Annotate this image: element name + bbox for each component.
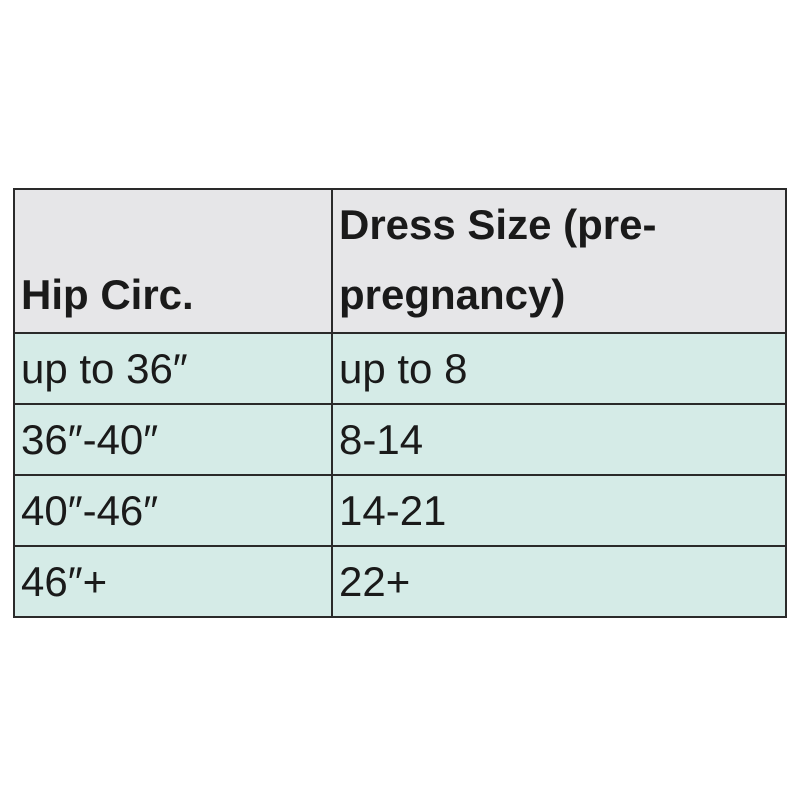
table-row: up to 36″ up to 8 [13,332,787,405]
header-cell: Hip Circ. [13,188,333,334]
table-cell: 22+ [331,545,787,618]
table-cell: 14-21 [331,474,787,547]
table-cell: 8-14 [331,403,787,476]
table-row: 46″+ 22+ [13,545,787,618]
header-row: Hip Circ. Dress Size (pre-pregnancy) [13,188,787,334]
table-row: 40″-46″ 14-21 [13,474,787,547]
table-body: up to 36″ up to 8 36″-40″ 8-14 40″-46″ 14-21 4… [13,332,787,618]
table-row: 36″-40″ 8-14 [13,403,787,476]
table-cell: 40″-46″ [13,474,333,547]
table-cell: up to 8 [331,332,787,405]
header-cell: Dress Size (pre-pregnancy) [331,188,787,334]
table-cell: 36″-40″ [13,403,333,476]
size-table: Hip Circ. Dress Size (pre-pregnancy) up … [13,188,787,618]
table-cell: 46″+ [13,545,333,618]
table-cell: up to 36″ [13,332,333,405]
